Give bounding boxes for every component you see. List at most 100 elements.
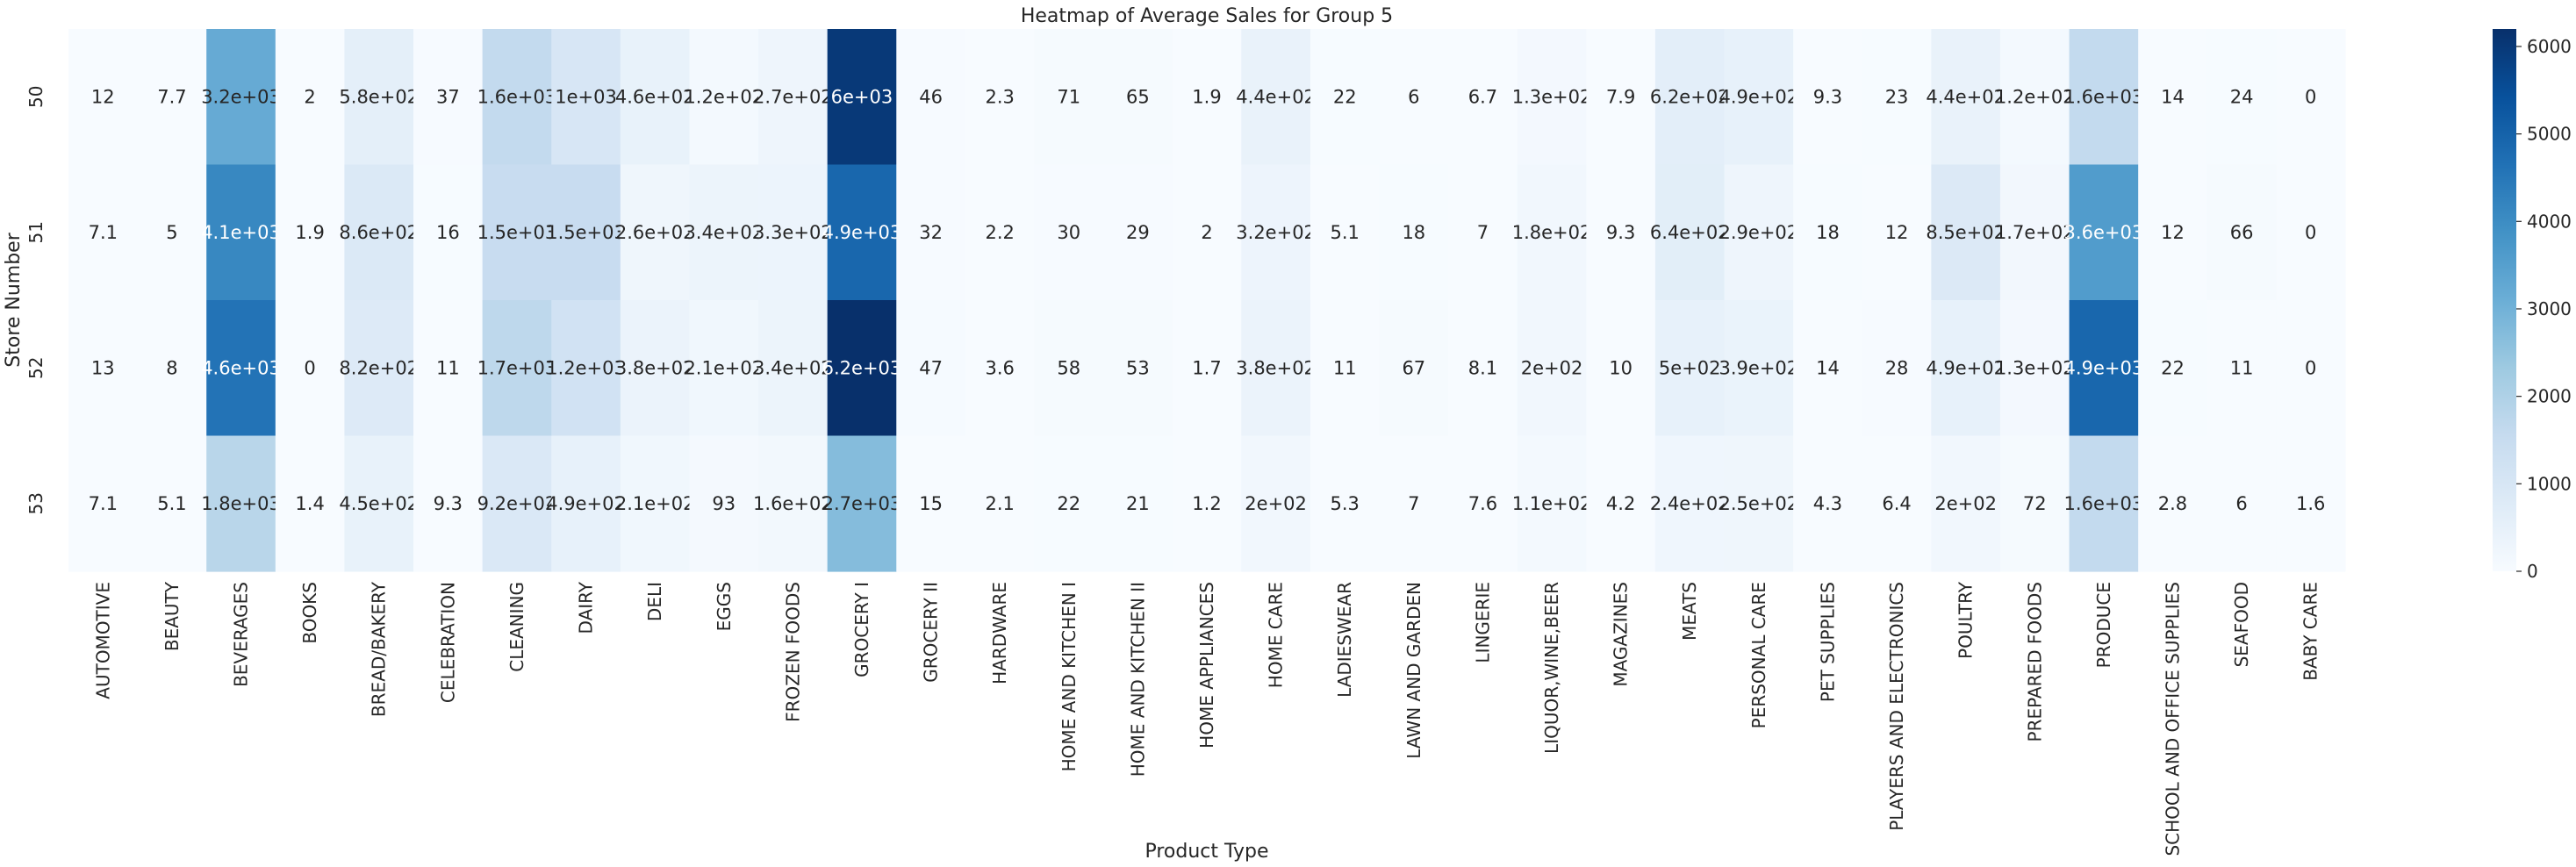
cell-annotation: 5.3 bbox=[1331, 493, 1360, 514]
heatmap-cell bbox=[758, 164, 829, 301]
cell-annotation: 4.4e+02 bbox=[1236, 86, 1316, 107]
cell-annotation: 9.3 bbox=[1813, 86, 1842, 107]
heatmap-cell bbox=[482, 435, 552, 572]
cell-annotation: 7.6 bbox=[1468, 493, 1497, 514]
cell-annotation: 29 bbox=[1126, 222, 1150, 243]
heatmap-cell bbox=[758, 300, 829, 437]
cell-annotation: 13 bbox=[91, 357, 115, 378]
cell-annotation: 2.5e+02 bbox=[1719, 493, 1799, 514]
cell-annotation: 4.9e+03 bbox=[822, 222, 902, 243]
cell-annotation: 1.6e+03 bbox=[477, 86, 557, 107]
cell-annotation: 2.4e+02 bbox=[1650, 493, 1730, 514]
heatmap-cell bbox=[827, 435, 897, 572]
cell-annotation: 1.5e+03 bbox=[477, 222, 557, 243]
cell-annotation: 8.5e+02 bbox=[1926, 222, 2006, 243]
x-axis-title: Product Type bbox=[1144, 841, 1268, 863]
cell-annotation: 8.6e+02 bbox=[339, 222, 419, 243]
x-tick-label: PRODUCE bbox=[2093, 582, 2114, 668]
heatmap-cell bbox=[1517, 435, 1587, 572]
colorbar-ticks: 0 1000 2000 3000 4000 5000 6000 bbox=[2516, 36, 2572, 582]
cell-annotation: 4.9e+02 bbox=[1926, 357, 2006, 378]
heatmap-cell bbox=[1724, 300, 1794, 437]
x-tick-label: DELI bbox=[644, 582, 665, 621]
cell-annotation: 22 bbox=[2161, 357, 2185, 378]
x-tick-label: MAGAZINES bbox=[1611, 582, 1632, 687]
cell-annotation: 6.2e+02 bbox=[1650, 86, 1730, 107]
heatmap-cells: 12 7.7 3.2e+03 2 5.8e+02 37 1.6e+031e+034.6e+0… bbox=[68, 29, 2346, 572]
x-tick-label: PET SUPPLIES bbox=[1817, 582, 1838, 702]
cell-annotation: 9.3 bbox=[434, 493, 463, 514]
heatmap-cell bbox=[1586, 435, 1656, 572]
cell-annotation: 2.6e+02 bbox=[615, 222, 695, 243]
heatmap-cell bbox=[1379, 435, 1449, 572]
heatmap-cell bbox=[1862, 29, 1932, 166]
heatmap-cell bbox=[551, 29, 621, 166]
cell-annotation: 53 bbox=[1126, 357, 1150, 378]
heatmap-cell bbox=[2206, 29, 2277, 166]
colorbar-tick-label: 1000 bbox=[2527, 473, 2572, 494]
cell-annotation: 6 bbox=[1408, 86, 1419, 107]
heatmap-cell bbox=[1448, 300, 1518, 437]
x-tick-label: PREPARED FOODS bbox=[2024, 582, 2045, 742]
cell-annotation: 3.9e+02 bbox=[1719, 357, 1799, 378]
x-tick-label: CELEBRATION bbox=[437, 582, 458, 703]
cell-annotation: 12 bbox=[2161, 222, 2185, 243]
cell-annotation: 1.1e+02 bbox=[1512, 493, 1592, 514]
heatmap-cell bbox=[1034, 29, 1104, 166]
cell-annotation: 14 bbox=[2161, 86, 2185, 107]
heatmap-cell bbox=[344, 29, 414, 166]
cell-annotation: 2.1e+02 bbox=[615, 493, 695, 514]
colorbar-tick-label: 5000 bbox=[2527, 124, 2572, 145]
heatmap-cell bbox=[689, 29, 759, 166]
cell-annotation: 2 bbox=[304, 86, 315, 107]
y-tick-label: 52 bbox=[25, 357, 47, 379]
heatmap-cell bbox=[1793, 29, 1863, 166]
cell-annotation: 1.7 bbox=[1192, 357, 1221, 378]
heatmap-cell bbox=[1586, 300, 1656, 437]
heatmap-cell bbox=[827, 164, 897, 301]
heatmap-cell bbox=[1103, 29, 1173, 166]
heatmap-cell bbox=[1931, 29, 2001, 166]
cell-annotation: 7.9 bbox=[1606, 86, 1635, 107]
heatmap-cell bbox=[275, 300, 346, 437]
heatmap-cell bbox=[1379, 164, 1449, 301]
heatmap-cell bbox=[206, 29, 276, 166]
heatmap-cell bbox=[1862, 300, 1932, 437]
x-tick-label: HOME AND KITCHEN II bbox=[1127, 582, 1148, 777]
heatmap-cell bbox=[1931, 300, 2001, 437]
cell-annotation: 2.2 bbox=[985, 222, 1014, 243]
cell-annotation: 1.9 bbox=[1192, 86, 1221, 107]
cell-annotation: 3.2e+02 bbox=[1236, 222, 1316, 243]
cell-annotation: 5 bbox=[166, 222, 177, 243]
heatmap-cell bbox=[1517, 300, 1587, 437]
heatmap-cell bbox=[2276, 29, 2346, 166]
heatmap-cell bbox=[1999, 164, 2070, 301]
cell-annotation: 37 bbox=[436, 86, 460, 107]
x-tick-label: BEVERAGES bbox=[231, 582, 252, 687]
heatmap-cell bbox=[137, 300, 207, 437]
colorbar-tick-label: 4000 bbox=[2527, 211, 2572, 232]
x-tick-label: CLEANING bbox=[506, 582, 527, 672]
cell-annotation: 12 bbox=[91, 86, 115, 107]
cell-annotation: 67 bbox=[1402, 357, 1425, 378]
heatmap-cell bbox=[1793, 300, 1863, 437]
heatmap-cell bbox=[482, 29, 552, 166]
heatmap-cell bbox=[68, 164, 139, 301]
heatmap-cell bbox=[1586, 164, 1656, 301]
cell-annotation: 28 bbox=[1885, 357, 1909, 378]
heatmap-cell bbox=[551, 164, 621, 301]
heatmap-cell bbox=[275, 29, 346, 166]
heatmap-cell bbox=[68, 29, 139, 166]
cell-annotation: 6 bbox=[2235, 493, 2247, 514]
heatmap-cell bbox=[1654, 435, 1726, 572]
heatmap-cell bbox=[1862, 435, 1932, 572]
heatmap-cell bbox=[68, 435, 139, 572]
heatmap-cell bbox=[1241, 435, 1311, 572]
cell-annotation: 3.8e+02 bbox=[1236, 357, 1316, 378]
heatmap-cell bbox=[1654, 164, 1726, 301]
cell-annotation: 4.9e+03 bbox=[2064, 357, 2144, 378]
cell-annotation: 22 bbox=[1333, 86, 1357, 107]
cell-annotation: 2.8 bbox=[2158, 493, 2187, 514]
heatmap-cell bbox=[1034, 164, 1104, 301]
